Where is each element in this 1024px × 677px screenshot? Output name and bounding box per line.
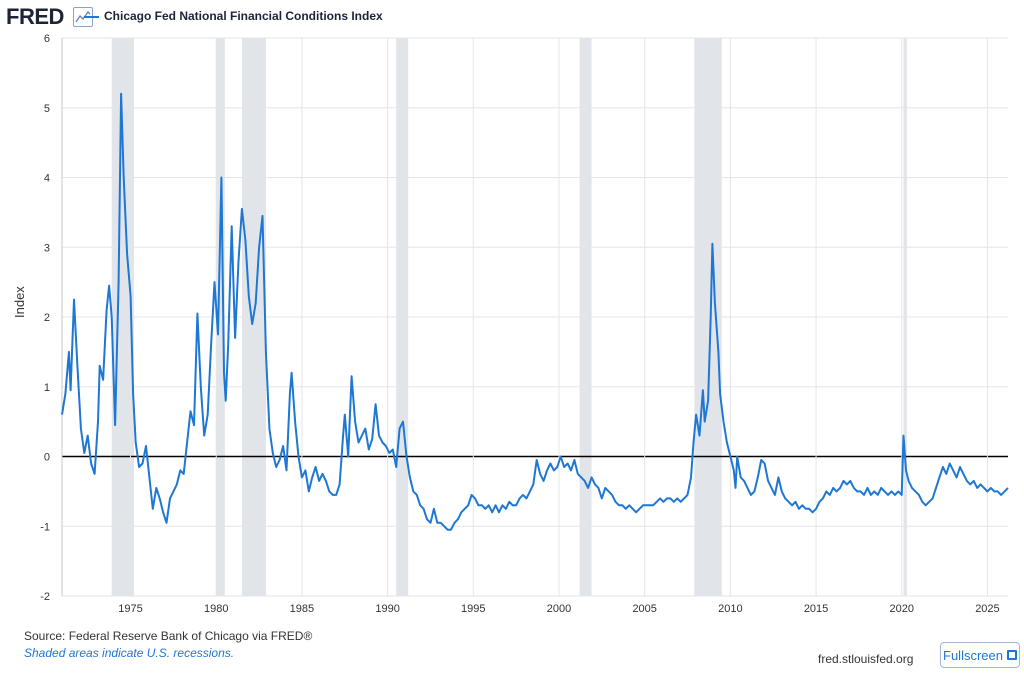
x-tick-label: 2025 — [975, 603, 999, 615]
site-link[interactable]: fred.stlouisfed.org — [818, 652, 914, 666]
y-tick-label: 2 — [44, 312, 50, 324]
fred-logo[interactable]: FRED — [6, 4, 64, 29]
y-tick-label: 4 — [44, 173, 50, 185]
x-tick-label: 2000 — [547, 603, 571, 615]
chart-header: FRED Chicago Fed National Financial Cond… — [0, 0, 1024, 34]
x-tick-label: 1990 — [375, 603, 399, 615]
y-tick-label: 3 — [44, 242, 50, 254]
x-tick-label: 2005 — [632, 603, 656, 615]
x-tick-label: 2015 — [804, 603, 828, 615]
y-tick-label: -2 — [40, 591, 50, 603]
series-line-group — [61, 92, 1009, 531]
axis-ticks: -2 -1 0 1 2 3 4 5 6 1975 1980 1985 1990 1995 2000 2005 2… — [40, 33, 999, 615]
x-tick-label: 1985 — [290, 603, 314, 615]
x-tick-label: 1995 — [461, 603, 485, 615]
fullscreen-label: Fullscreen — [943, 647, 1003, 663]
y-tick-label: 1 — [44, 382, 50, 394]
series-line — [61, 92, 1009, 531]
y-tick-label: 5 — [44, 103, 50, 115]
fullscreen-button[interactable]: Fullscreen — [940, 642, 1020, 668]
y-tick-label: 0 — [44, 452, 50, 464]
chart-plot[interactable]: -2 -1 0 1 2 3 4 5 6 1975 1980 1985 1990 1995 2000 2005 2… — [0, 0, 1024, 620]
legend-swatch — [84, 16, 99, 18]
series-legend[interactable]: Chicago Fed National Financial Condition… — [84, 9, 383, 23]
y-tick-label: 6 — [44, 33, 50, 45]
recession-note: Shaded areas indicate U.S. recessions. — [24, 646, 235, 660]
y-tick-label: -1 — [40, 521, 50, 533]
expand-icon — [1006, 650, 1017, 660]
grid-lines — [61, 37, 1008, 597]
x-tick-label: 2010 — [718, 603, 742, 615]
series-label: Chicago Fed National Financial Condition… — [104, 9, 383, 23]
x-tick-label: 2020 — [890, 603, 914, 615]
source-text: Source: Federal Reserve Bank of Chicago … — [24, 629, 313, 643]
x-tick-label: 1975 — [118, 603, 142, 615]
x-tick-label: 1980 — [204, 603, 228, 615]
